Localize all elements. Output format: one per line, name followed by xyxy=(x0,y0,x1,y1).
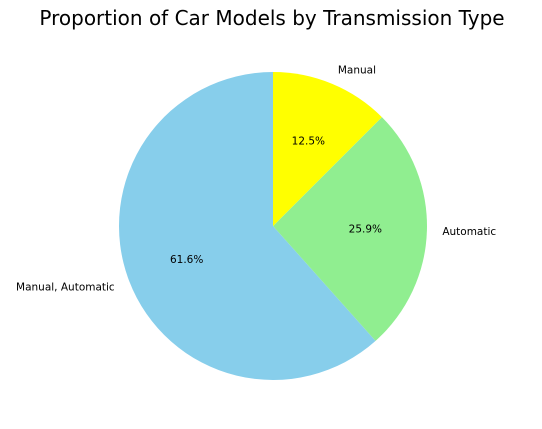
percent-label-manual: 12.5% xyxy=(292,136,325,148)
pie-slices xyxy=(118,72,427,380)
pie-slice-manual-automatic xyxy=(118,72,376,380)
percent-label-automatic: 25.9% xyxy=(349,224,382,236)
slice-label-manual-automatic: Manual, Automatic xyxy=(16,281,115,293)
slice-label-manual: Manual xyxy=(338,64,376,76)
pie-slice-automatic xyxy=(273,117,427,341)
chart-title: Proportion of Car Models by Transmission… xyxy=(39,6,504,30)
pie-slice-manual xyxy=(273,72,382,226)
pie-labels: Manual, Automatic 61.6% Automatic 25.9% Manu… xyxy=(16,64,496,293)
percent-label-manual-automatic: 61.6% xyxy=(170,254,203,266)
slice-label-automatic: Automatic xyxy=(442,226,496,238)
